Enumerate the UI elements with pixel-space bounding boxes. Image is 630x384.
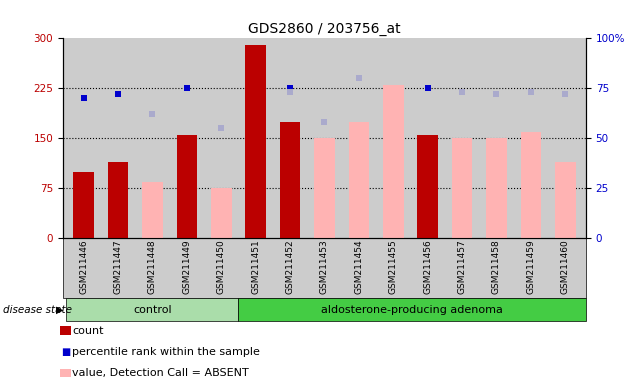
- Bar: [211, 188, 232, 238]
- Text: ■: ■: [61, 347, 70, 357]
- Bar: [108, 162, 129, 238]
- Bar: [486, 138, 507, 238]
- Bar: [452, 138, 472, 238]
- Bar: [280, 122, 301, 238]
- Bar: [555, 162, 576, 238]
- Bar: [73, 172, 94, 238]
- Text: percentile rank within the sample: percentile rank within the sample: [72, 347, 260, 357]
- Bar: [142, 182, 163, 238]
- Bar: [314, 138, 335, 238]
- Bar: [348, 122, 369, 238]
- Title: GDS2860 / 203756_at: GDS2860 / 203756_at: [248, 22, 401, 36]
- Bar: [383, 85, 404, 238]
- Bar: [176, 135, 197, 238]
- Text: value, Detection Call = ABSENT: value, Detection Call = ABSENT: [72, 368, 249, 378]
- Text: aldosterone-producing adenoma: aldosterone-producing adenoma: [321, 305, 503, 314]
- Text: control: control: [133, 305, 172, 314]
- Bar: [245, 45, 266, 238]
- Bar: [520, 132, 541, 238]
- Bar: [417, 135, 438, 238]
- Text: ▶: ▶: [56, 305, 63, 314]
- Text: count: count: [72, 326, 104, 336]
- Text: disease state: disease state: [3, 305, 76, 314]
